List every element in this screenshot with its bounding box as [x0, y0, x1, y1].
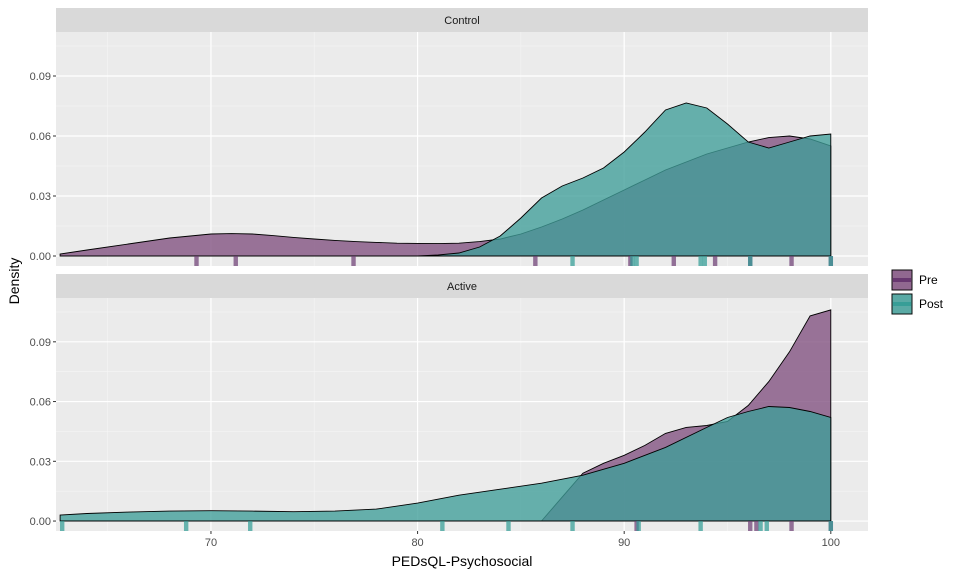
- rug-mark-post: [698, 256, 703, 266]
- rug-mark-pre: [754, 521, 759, 531]
- legend-label-post: Post: [919, 297, 944, 311]
- rug-mark-post: [59, 521, 65, 531]
- y-tick-label: 0.03: [30, 191, 51, 203]
- rug-mark-pre: [233, 256, 238, 266]
- y-tick-label: 0.06: [30, 397, 51, 409]
- panel-control: Control 0.00 0.03 0.06 0.09: [30, 8, 868, 266]
- x-tick-label: 80: [411, 537, 423, 549]
- rug-mark-post: [630, 256, 635, 266]
- y-tick-label: 0.00: [30, 251, 51, 263]
- facet-strip: [56, 8, 868, 32]
- y-axis-title: Density: [6, 258, 22, 305]
- facet-panels: Control 0.00 0.03 0.06 0.09 Active 0.00 0.03 0.0…: [30, 8, 868, 549]
- rug-mark-post: [506, 521, 511, 531]
- rug-mark-post: [698, 521, 703, 531]
- rug-mark-post: [764, 521, 769, 531]
- rug-mark-post: [828, 256, 834, 266]
- y-tick-label: 0.03: [30, 456, 51, 468]
- y-tick-label: 0.06: [30, 131, 51, 143]
- rug-mark-pre: [789, 521, 794, 531]
- legend: Pre Post: [891, 269, 944, 315]
- panel-active: Active 0.00 0.03 0.06 0.09 70 80 90 100: [30, 274, 868, 549]
- y-tick-label: 0.00: [30, 516, 51, 528]
- rug-mark-pre: [712, 256, 718, 266]
- rug-mark-pre: [194, 256, 199, 266]
- rug-mark-post: [636, 521, 641, 531]
- rug-mark-post: [758, 521, 763, 531]
- legend-label-pre: Pre: [919, 273, 938, 287]
- rug-mark-post: [748, 256, 753, 266]
- x-tick-label: 70: [205, 537, 217, 549]
- density-post: [417, 102, 832, 257]
- rug-mark-post: [570, 256, 575, 266]
- rug-mark-post: [248, 521, 253, 531]
- x-axis-title: PEDsQL-Psychosocial: [392, 553, 533, 569]
- x-tick-label: 100: [822, 537, 840, 549]
- rug-mark-post: [440, 521, 445, 531]
- facet-strip: [56, 274, 868, 298]
- rug-mark-post: [702, 256, 707, 266]
- y-tick-label: 0.09: [30, 71, 51, 83]
- rug-mark-post: [183, 521, 189, 531]
- rug-mark-pre: [351, 256, 356, 266]
- x-tick-label: 90: [618, 537, 630, 549]
- facet-strip-label: Active: [447, 281, 477, 293]
- rug-mark-post: [634, 256, 639, 266]
- rug-mark-post: [828, 521, 834, 531]
- y-tick-label: 0.09: [30, 337, 51, 349]
- density-post: [59, 406, 832, 522]
- facet-strip-label: Control: [444, 15, 479, 27]
- rug-mark-pre: [671, 256, 676, 266]
- rug-mark-pre: [533, 256, 538, 266]
- rug-mark-pre: [789, 256, 794, 266]
- rug-mark-post: [570, 521, 575, 531]
- rug-mark-pre: [748, 521, 753, 531]
